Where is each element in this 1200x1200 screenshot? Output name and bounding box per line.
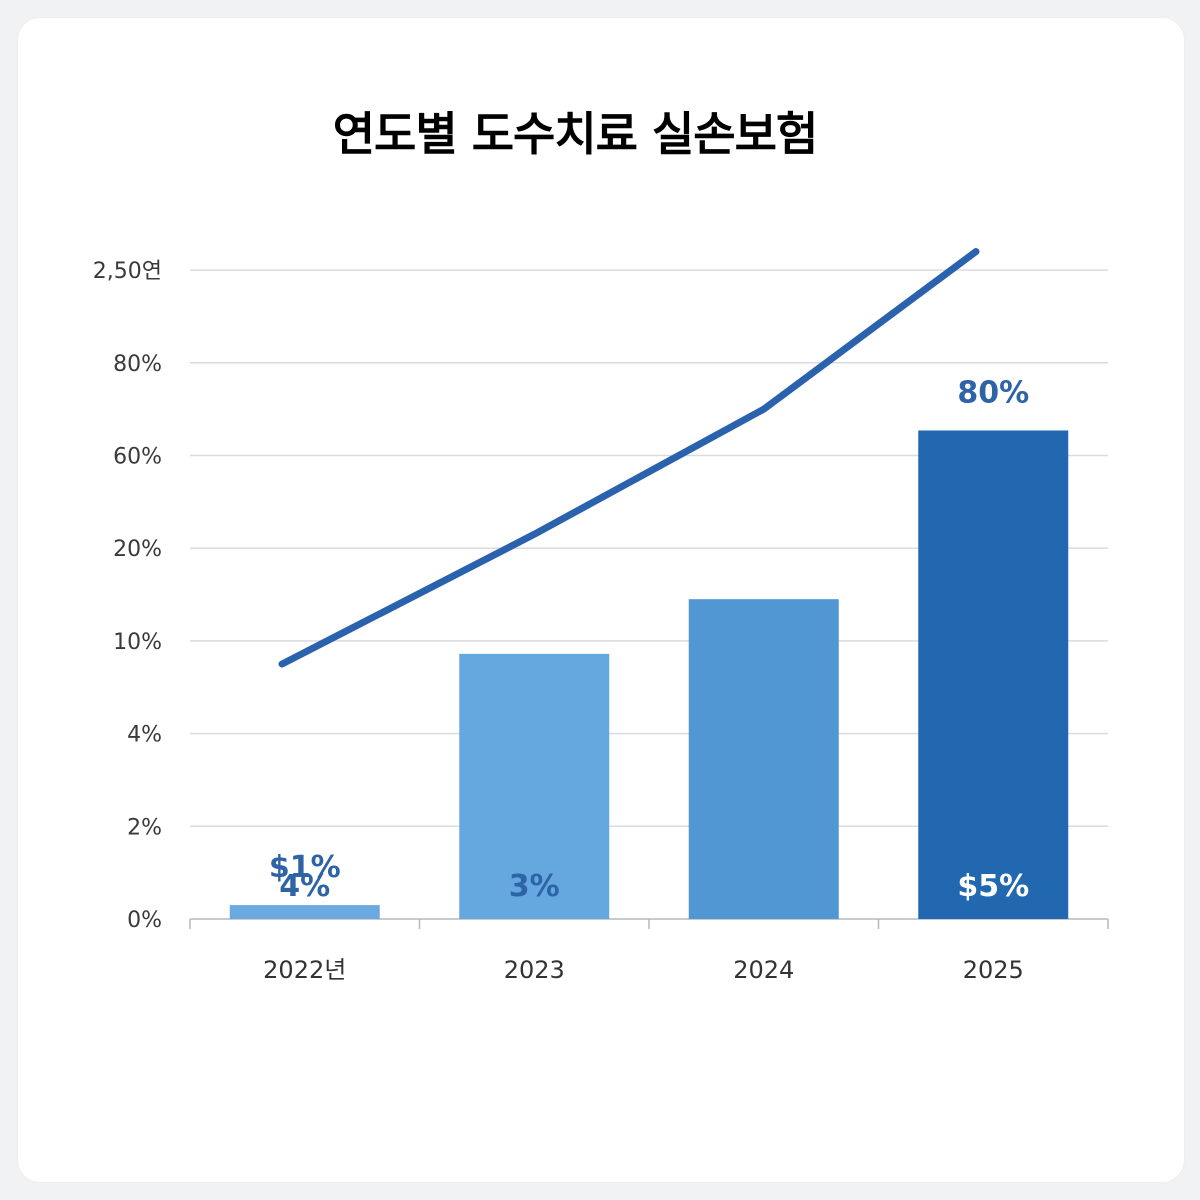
bars — [229, 430, 1069, 919]
y-tick-label: 60% — [113, 445, 162, 470]
y-tick-label: 20% — [113, 537, 162, 562]
bar-inner-label: 4% — [279, 869, 330, 904]
chart-title: 연도별 도수치료 실손보험 — [332, 107, 819, 161]
bar-2025 — [918, 430, 1069, 919]
bar-2023 — [459, 653, 610, 919]
x-tick-label: 2023 — [504, 956, 565, 984]
labels: 2022년 4%$1% 2023 3% 2024 2025 $5% 80% — [263, 375, 1029, 984]
y-tick-label: 2,50연 — [93, 259, 162, 284]
y-tick-label: 0% — [127, 908, 162, 933]
bar-2022년 — [229, 905, 380, 919]
y-tick-label: 2% — [127, 815, 162, 840]
y-tick-label: 10% — [113, 630, 162, 655]
bar-top-label: $1% — [269, 850, 341, 885]
bar-inner-label: $5% — [957, 869, 1029, 904]
trend-line-layer — [278, 248, 980, 668]
bar-top-label: 80% — [957, 375, 1029, 410]
x-tick-label: 2024 — [733, 956, 794, 984]
y-tick-label: 80% — [113, 352, 162, 377]
x-tick-label: 2022년 — [263, 956, 346, 984]
y-tick-label: 4% — [127, 723, 162, 748]
bar-2024 — [688, 599, 839, 919]
trend-line — [278, 248, 980, 668]
x-tick-label: 2025 — [963, 956, 1024, 984]
bar-inner-label: 3% — [509, 869, 560, 904]
